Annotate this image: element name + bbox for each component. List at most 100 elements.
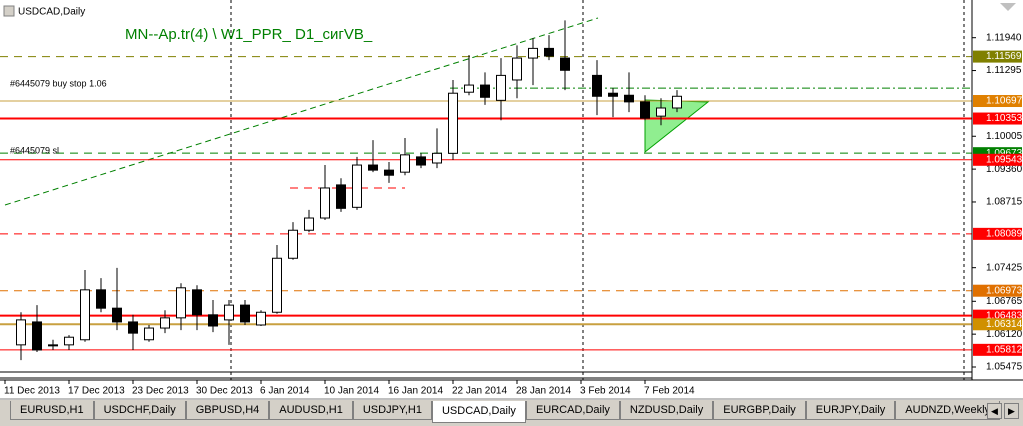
candle-body — [192, 289, 202, 316]
candle-body — [384, 169, 394, 176]
candle-body — [400, 154, 410, 173]
x-tick-label: 10 Jan 2014 — [324, 386, 379, 397]
x-tick-label: 16 Jan 2014 — [388, 386, 443, 397]
order-label: #6445079 buy stop 1.06 — [10, 78, 107, 88]
candle-body — [176, 287, 186, 319]
candle-body — [256, 311, 266, 326]
candle-body — [496, 74, 506, 101]
candle-body — [64, 336, 74, 346]
candle-body — [32, 321, 42, 351]
level-price-label: 1.06483 — [986, 310, 1023, 321]
symbol-tab[interactable]: EURUSD,H1 — [10, 401, 94, 420]
order-label: #6445079 sl — [10, 145, 59, 155]
candle-body — [352, 164, 362, 208]
x-tick-label: 28 Jan 2014 — [516, 386, 571, 397]
level-price-label: 1.05812 — [986, 344, 1023, 355]
candle-body — [480, 84, 490, 98]
level-price-box — [973, 227, 1022, 240]
candle-body — [368, 164, 378, 171]
y-tick-label: 1.05475 — [986, 362, 1023, 373]
candle-body — [288, 229, 298, 259]
level-price-box — [973, 112, 1022, 125]
chart: USDCAD,Daily MN--Ap.tr(4) \ W1_PPR_ D1_с… — [0, 0, 1023, 400]
symbol-tab[interactable]: AUDNZD,Weekly — [895, 401, 1001, 420]
y-tick-label: 1.06120 — [986, 329, 1023, 340]
candle-body — [48, 344, 58, 347]
candle-body — [112, 307, 122, 323]
level-price-box — [973, 50, 1022, 63]
level-price-label: 1.10697 — [986, 96, 1023, 107]
indicator-label: MN--Ap.tr(4) \ W1_PPR_ D1_сигVB_ — [125, 26, 373, 43]
candle-body — [240, 304, 250, 323]
candle-body — [544, 47, 554, 57]
candle-body — [272, 257, 282, 313]
level-price-box — [973, 284, 1022, 297]
candle-body — [208, 314, 218, 327]
candle-body — [432, 152, 442, 164]
level-price-box — [973, 318, 1022, 331]
chart-background — [0, 0, 1023, 400]
y-tick-label: 1.11295 — [986, 65, 1022, 76]
candle-body — [320, 187, 330, 219]
level-price-box — [973, 343, 1022, 356]
level-price-box — [973, 153, 1022, 166]
x-tick-label: 30 Dec 2013 — [196, 386, 253, 397]
candle-body — [528, 47, 538, 59]
x-tick-label: 11 Dec 2013 — [4, 386, 60, 397]
chart-icon — [3, 5, 15, 17]
candle-body — [416, 156, 426, 166]
candle-body — [144, 327, 154, 341]
candle-body — [560, 57, 570, 71]
symbol-tab[interactable]: EURGBP,Daily — [713, 401, 806, 420]
y-tick-label: 1.09360 — [986, 164, 1023, 175]
x-tick-label: 23 Dec 2013 — [132, 386, 189, 397]
candle-body — [592, 74, 602, 97]
candle-body — [160, 317, 170, 329]
level-price-label: 1.06973 — [986, 285, 1023, 296]
candle-body — [128, 321, 138, 334]
level-price-label: 1.10353 — [986, 113, 1023, 124]
candle-body — [448, 92, 458, 154]
trend-line — [4, 17, 599, 206]
scroll-marker — [1000, 3, 1016, 11]
candle-body — [656, 107, 666, 117]
candle-body — [16, 319, 26, 346]
y-tick-label: 1.10005 — [986, 131, 1023, 142]
x-tick-label: 22 Jan 2014 — [452, 386, 507, 397]
y-tick-label: 1.11940 — [986, 32, 1022, 43]
y-tick-label: 1.08715 — [986, 197, 1023, 208]
symbol-tab[interactable]: USDJPY,H1 — [352, 401, 432, 420]
tab-bar: EURUSD,H1 USDCHF,Daily GBPUSD,H4 AUDUSD,H1 U… — [10, 401, 1001, 425]
symbol-tab[interactable]: AUDUSD,H1 — [269, 401, 353, 420]
level-price-label: 1.09543 — [986, 154, 1023, 165]
candle-body — [304, 217, 314, 231]
symbol-tab[interactable]: EURCAD,Daily — [525, 401, 620, 420]
chart-title: USDCAD,Daily — [18, 7, 85, 18]
symbol-tab[interactable]: EURJPY,Daily — [805, 401, 896, 420]
candle-body — [80, 289, 90, 341]
candle-body — [336, 184, 346, 209]
candle-body — [512, 57, 522, 81]
symbol-tab[interactable]: USDCHF,Daily — [93, 401, 186, 420]
scroll-left[interactable]: ◀ — [987, 403, 1002, 419]
symbol-tab[interactable]: USDCAD,Daily — [431, 401, 526, 423]
level-price-label: 1.08089 — [986, 228, 1023, 239]
y-tick-label: 1.06765 — [986, 296, 1023, 307]
candle-body — [96, 289, 106, 309]
x-tick-label: 7 Feb 2014 — [644, 386, 695, 397]
tab-scroll: ◀ ▶ — [987, 403, 1019, 419]
symbol-tab[interactable]: NZDUSD,Daily — [619, 401, 714, 420]
symbol-tab[interactable]: GBPUSD,H4 — [185, 401, 270, 420]
level-price-label: 1.09673 — [986, 148, 1023, 159]
candle-body — [608, 92, 618, 97]
scroll-right[interactable]: ▶ — [1004, 403, 1019, 419]
candle-body — [464, 84, 474, 93]
level-price-label: 1.11569 — [986, 51, 1022, 62]
candle-body — [624, 94, 634, 103]
y-tick-label: 1.07425 — [986, 262, 1023, 273]
level-price-box — [973, 95, 1022, 108]
x-tick-label: 3 Feb 2014 — [580, 386, 631, 397]
candle-body — [224, 304, 234, 321]
candle-body — [672, 95, 682, 109]
